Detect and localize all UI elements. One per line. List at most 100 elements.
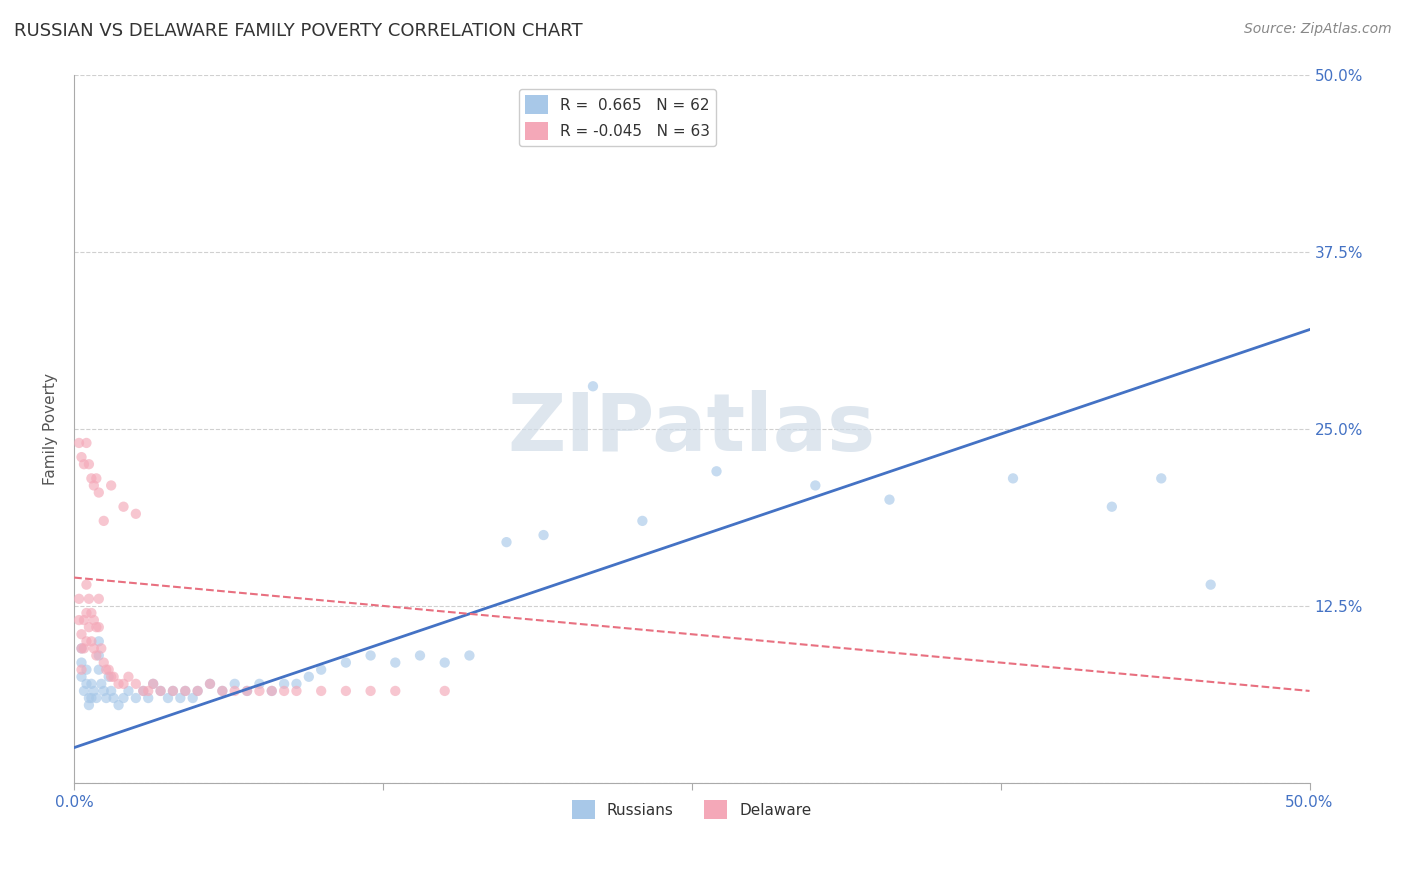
Point — [73, 684, 96, 698]
Point — [90, 677, 112, 691]
Point — [83, 684, 105, 698]
Point — [87, 591, 110, 606]
Point — [309, 663, 332, 677]
Point — [97, 670, 120, 684]
Point — [67, 613, 90, 627]
Point — [70, 450, 93, 464]
Point — [80, 471, 103, 485]
Point — [77, 591, 100, 606]
Point — [533, 528, 555, 542]
Point — [631, 514, 654, 528]
Point — [273, 677, 295, 691]
Point — [384, 684, 406, 698]
Point — [360, 648, 382, 663]
Point — [75, 606, 97, 620]
Point — [75, 436, 97, 450]
Point — [458, 648, 481, 663]
Point — [93, 684, 115, 698]
Point — [433, 656, 456, 670]
Point — [80, 677, 103, 691]
Point — [187, 684, 209, 698]
Point — [285, 684, 308, 698]
Point — [136, 684, 159, 698]
Point — [335, 656, 357, 670]
Text: ZIPatlas: ZIPatlas — [508, 390, 876, 467]
Point — [83, 613, 105, 627]
Point — [360, 684, 382, 698]
Point — [804, 478, 827, 492]
Point — [103, 691, 125, 706]
Point — [77, 691, 100, 706]
Point — [73, 457, 96, 471]
Point — [90, 641, 112, 656]
Point — [211, 684, 233, 698]
Point — [77, 698, 100, 712]
Point — [86, 648, 108, 663]
Point — [96, 663, 118, 677]
Point — [86, 620, 108, 634]
Point — [879, 492, 901, 507]
Point — [1150, 471, 1173, 485]
Point — [198, 677, 221, 691]
Point — [80, 634, 103, 648]
Point — [125, 677, 148, 691]
Point — [236, 684, 259, 698]
Point — [100, 684, 122, 698]
Point — [706, 464, 728, 478]
Point — [298, 670, 321, 684]
Point — [285, 677, 308, 691]
Point — [260, 684, 283, 698]
Point — [77, 620, 100, 634]
Point — [169, 691, 191, 706]
Text: RUSSIAN VS DELAWARE FAMILY POVERTY CORRELATION CHART: RUSSIAN VS DELAWARE FAMILY POVERTY CORRE… — [14, 22, 582, 40]
Point — [107, 677, 129, 691]
Point — [73, 641, 96, 656]
Point — [224, 684, 246, 698]
Point — [211, 684, 233, 698]
Point — [80, 606, 103, 620]
Point — [260, 684, 283, 698]
Point — [75, 663, 97, 677]
Point — [174, 684, 197, 698]
Legend: Russians, Delaware: Russians, Delaware — [565, 794, 818, 825]
Point — [70, 641, 93, 656]
Point — [96, 691, 118, 706]
Point — [70, 656, 93, 670]
Point — [103, 670, 125, 684]
Point — [93, 514, 115, 528]
Point — [273, 684, 295, 698]
Point — [156, 691, 179, 706]
Point — [495, 535, 517, 549]
Point — [162, 684, 184, 698]
Point — [87, 485, 110, 500]
Point — [107, 698, 129, 712]
Point — [236, 684, 259, 698]
Point — [149, 684, 172, 698]
Point — [309, 684, 332, 698]
Point — [97, 663, 120, 677]
Point — [86, 471, 108, 485]
Point — [149, 684, 172, 698]
Point — [181, 691, 204, 706]
Point — [132, 684, 155, 698]
Point — [335, 684, 357, 698]
Point — [384, 656, 406, 670]
Point — [142, 677, 165, 691]
Point — [100, 478, 122, 492]
Point — [67, 436, 90, 450]
Point — [73, 613, 96, 627]
Point — [83, 641, 105, 656]
Point — [174, 684, 197, 698]
Point — [247, 684, 270, 698]
Point — [67, 591, 90, 606]
Point — [112, 500, 135, 514]
Point — [86, 691, 108, 706]
Point — [70, 627, 93, 641]
Point — [582, 379, 605, 393]
Point — [117, 670, 139, 684]
Point — [112, 691, 135, 706]
Point — [125, 691, 148, 706]
Point — [100, 670, 122, 684]
Point — [1001, 471, 1024, 485]
Point — [247, 677, 270, 691]
